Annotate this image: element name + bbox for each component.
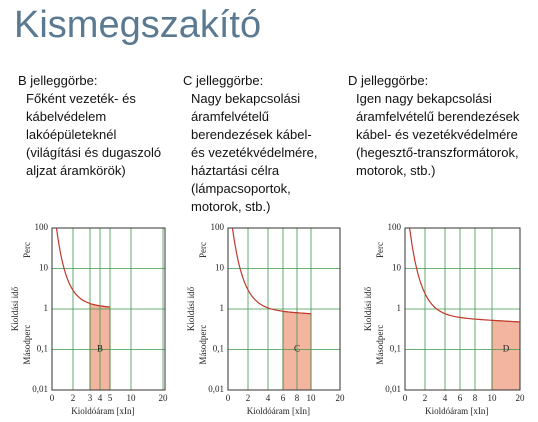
text-line: lakóépületeknél [26, 127, 117, 142]
y-tick-label: 100 [388, 222, 402, 232]
x-tick-label: 3 [88, 393, 93, 403]
y-unit: Másodperc [198, 325, 208, 365]
plot-frame [227, 227, 341, 391]
column: B jelleggörbe: Főként vezeték- és kábelvéd… [18, 72, 161, 180]
y-unit: Perc [22, 242, 32, 258]
y-unit: Másodperc [22, 325, 32, 365]
x-axis-title: Kioldóáram [xIn] [425, 406, 488, 416]
region-label: B [97, 344, 103, 354]
y-tick-label: 10 [215, 263, 225, 273]
text-line: kábelvédelem [26, 109, 107, 124]
x-tick-label: 2 [71, 393, 76, 403]
x-axis-title: Kioldóáram [xIn] [71, 406, 134, 416]
trip-curve [55, 228, 111, 308]
text-line: háztartási célra [191, 163, 280, 178]
x-tick-label: 0 [226, 393, 231, 403]
text-line: Igen nagy bekapcsolási [356, 91, 492, 106]
y-axis-title: Kioldási idő [186, 286, 196, 331]
x-tick-label: 2 [246, 393, 251, 403]
region-label: C [294, 344, 300, 354]
x-tick-label: 0 [403, 393, 408, 403]
trip-curve [409, 228, 521, 323]
y-tick-label: 1 [44, 303, 49, 313]
text-line: motorok, stb.) [356, 163, 436, 178]
heading: D jelleggörbe: [348, 73, 429, 88]
x-axis-title: Kioldóáram [xIn] [247, 406, 310, 416]
y-tick-label: 100 [211, 222, 225, 232]
heading: C jelleggörbe: [183, 73, 264, 88]
heading: B jelleggörbe: [18, 73, 98, 88]
region-label: D [503, 344, 510, 354]
y-tick-label: 0,01 [385, 384, 401, 394]
text-line: Nagy bekapcsolási [191, 91, 301, 106]
y-tick-label: 0,1 [213, 344, 224, 354]
x-tick-label: 2 [423, 393, 428, 403]
y-tick-label: 10 [392, 263, 402, 273]
trip-region [491, 319, 521, 391]
y-unit: Másodperc [375, 325, 385, 365]
x-tick-label: 6 [458, 393, 463, 403]
text-line: kábel- és vezetékvédelmére [356, 127, 518, 142]
plot-frame [404, 227, 521, 391]
x-tick-label: 4 [266, 393, 271, 403]
x-tick-label: 5 [108, 393, 113, 403]
y-tick-label: 0,01 [208, 384, 224, 394]
x-tick-label: 4 [98, 393, 103, 403]
x-tick-label: 8 [473, 393, 478, 403]
text-line: Főként vezeték- és [26, 91, 136, 106]
y-tick-label: 0,1 [390, 344, 401, 354]
text-line: áramfelvételű [191, 109, 270, 124]
title: Kismegszakító [14, 4, 262, 46]
column: D jelleggörbe: Igen nagy bekapcsolási áram… [348, 72, 519, 180]
y-axis-title: Kioldási idő [10, 286, 20, 331]
x-tick-label: 10 [127, 393, 137, 403]
text-line: (világítási és dugaszoló [26, 145, 162, 160]
y-tick-label: 100 [35, 222, 49, 232]
x-tick-label: 10 [307, 393, 317, 403]
y-tick-label: 1 [220, 303, 225, 313]
text-line: aljzat áramkörök) [26, 163, 126, 178]
text-line: berendezések kábel- [191, 127, 312, 142]
text-line: motorok, stb.) [191, 199, 271, 214]
plot-frame [51, 227, 166, 391]
y-tick-label: 0,01 [32, 384, 48, 394]
text-line: áramfelvételű berendezések [356, 109, 520, 124]
x-tick-label: 6 [281, 393, 286, 403]
x-tick-label: 20 [159, 393, 169, 403]
column: C jelleggörbe: Nagy bekapcsolási áramfelvé… [183, 72, 317, 216]
y-tick-label: 0,1 [37, 344, 48, 354]
y-unit: Perc [375, 242, 385, 258]
text-line: és vezetékvédelmére, [191, 145, 318, 160]
y-tick-label: 1 [397, 303, 402, 313]
text-line: (lámpacsoportok, [191, 181, 291, 196]
y-tick-label: 10 [39, 263, 49, 273]
text-line: (hegesztő-transzformátorok, [356, 145, 519, 160]
trip-curve [231, 228, 312, 315]
x-tick-label: 20 [336, 393, 346, 403]
x-tick-label: 20 [516, 393, 526, 403]
x-tick-label: 0 [50, 393, 55, 403]
y-axis-title: Kioldási idő [363, 286, 373, 331]
x-tick-label: 10 [488, 393, 498, 403]
x-tick-label: 4 [443, 393, 448, 403]
y-unit: Perc [198, 242, 208, 258]
x-tick-label: 8 [295, 393, 300, 403]
